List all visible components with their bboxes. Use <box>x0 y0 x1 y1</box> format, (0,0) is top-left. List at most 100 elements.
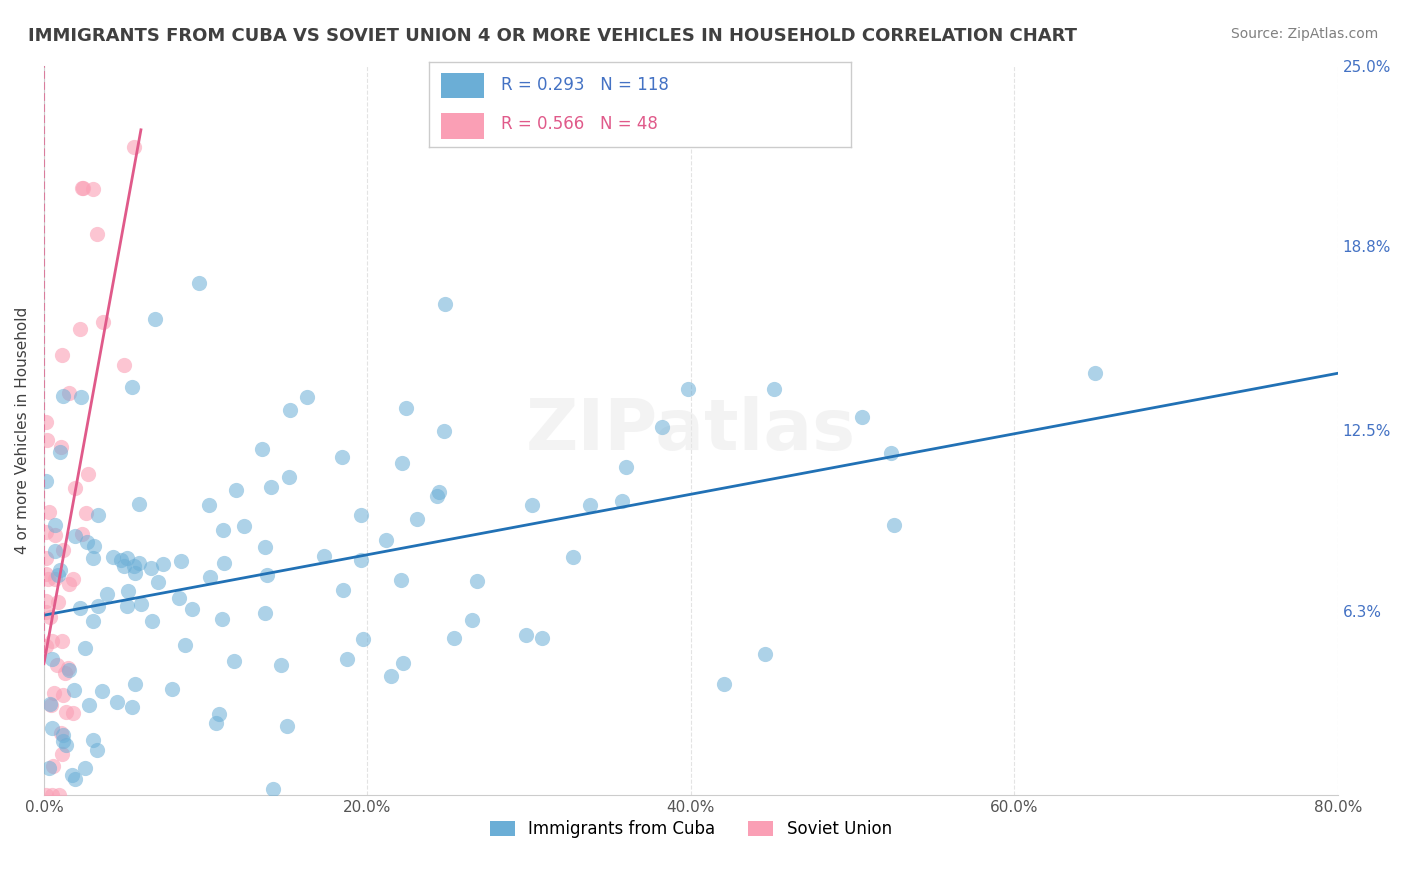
Point <box>38 610 60 624</box>
Point <box>56 660 79 674</box>
Point <box>34 475 56 489</box>
Point <box>39 698 62 713</box>
Text: ZIPatlas: ZIPatlas <box>526 396 856 465</box>
Point <box>278 470 301 484</box>
Point <box>253 540 276 554</box>
Point <box>263 781 285 796</box>
Point <box>465 574 488 589</box>
Point <box>44 544 66 558</box>
Point <box>350 508 373 523</box>
Point <box>139 561 162 575</box>
Point <box>87 599 110 614</box>
Point <box>391 657 413 671</box>
Point <box>72 527 94 541</box>
Point <box>250 442 273 457</box>
Point <box>122 140 145 154</box>
Text: IMMIGRANTS FROM CUBA VS SOVIET UNION 4 OR MORE VEHICLES IN HOUSEHOLD CORRELATION: IMMIGRANTS FROM CUBA VS SOVIET UNION 4 O… <box>28 27 1077 45</box>
Point <box>141 615 163 629</box>
Point <box>34 594 56 608</box>
Point <box>62 572 84 586</box>
Point <box>651 420 673 434</box>
Point <box>69 390 91 404</box>
Point <box>62 706 84 720</box>
Point <box>75 506 97 520</box>
Point <box>205 715 228 730</box>
Point <box>55 705 77 719</box>
Point <box>46 594 69 608</box>
Point <box>520 499 543 513</box>
Point <box>69 322 91 336</box>
Point <box>754 648 776 662</box>
Point <box>128 556 150 570</box>
Point <box>45 658 67 673</box>
Point <box>676 382 699 396</box>
Point <box>170 553 193 567</box>
Point <box>883 517 905 532</box>
Point <box>530 631 553 645</box>
Point <box>180 602 202 616</box>
Text: R = 0.566   N = 48: R = 0.566 N = 48 <box>501 115 658 133</box>
Point <box>53 665 76 680</box>
Point <box>82 182 104 196</box>
Point <box>198 499 221 513</box>
Point <box>52 728 75 742</box>
Point <box>461 613 484 627</box>
Point <box>426 490 449 504</box>
Point <box>380 669 402 683</box>
Point <box>72 181 94 195</box>
Point <box>427 484 450 499</box>
Point <box>143 311 166 326</box>
Point <box>146 575 169 590</box>
Point <box>35 551 58 566</box>
Point <box>406 512 429 526</box>
Point <box>222 654 245 668</box>
Point <box>330 450 353 464</box>
Point <box>55 738 77 752</box>
Point <box>44 527 66 541</box>
Point <box>42 759 65 773</box>
Point <box>73 641 96 656</box>
Point <box>48 788 70 802</box>
Point <box>38 761 60 775</box>
Point <box>91 315 114 329</box>
Point <box>49 563 72 577</box>
Point <box>880 446 903 460</box>
Point <box>52 733 75 747</box>
Point <box>115 550 138 565</box>
Point <box>83 539 105 553</box>
Point <box>37 505 59 519</box>
Point <box>117 599 139 613</box>
Point <box>254 606 277 620</box>
Point <box>1084 366 1107 380</box>
Point <box>276 719 298 733</box>
Point <box>42 686 65 700</box>
Point <box>34 415 56 429</box>
Point <box>851 410 873 425</box>
Point <box>41 788 63 802</box>
Point <box>121 700 143 714</box>
Point <box>232 518 254 533</box>
Point <box>82 614 104 628</box>
Point <box>443 631 465 645</box>
Point <box>214 556 236 570</box>
Point <box>35 567 58 582</box>
Point <box>34 639 56 653</box>
FancyBboxPatch shape <box>441 113 484 139</box>
Point <box>124 566 146 580</box>
Point <box>211 612 233 626</box>
Point <box>117 584 139 599</box>
Point <box>41 721 63 735</box>
Point <box>58 577 80 591</box>
Point <box>34 605 56 619</box>
Point <box>49 440 72 454</box>
Point <box>352 632 374 647</box>
Point <box>69 601 91 615</box>
Point <box>131 597 153 611</box>
FancyBboxPatch shape <box>441 72 484 98</box>
Point <box>391 456 413 470</box>
Point <box>122 558 145 573</box>
Point <box>763 382 786 396</box>
Point <box>152 557 174 571</box>
Point <box>336 652 359 666</box>
Point <box>225 483 247 497</box>
